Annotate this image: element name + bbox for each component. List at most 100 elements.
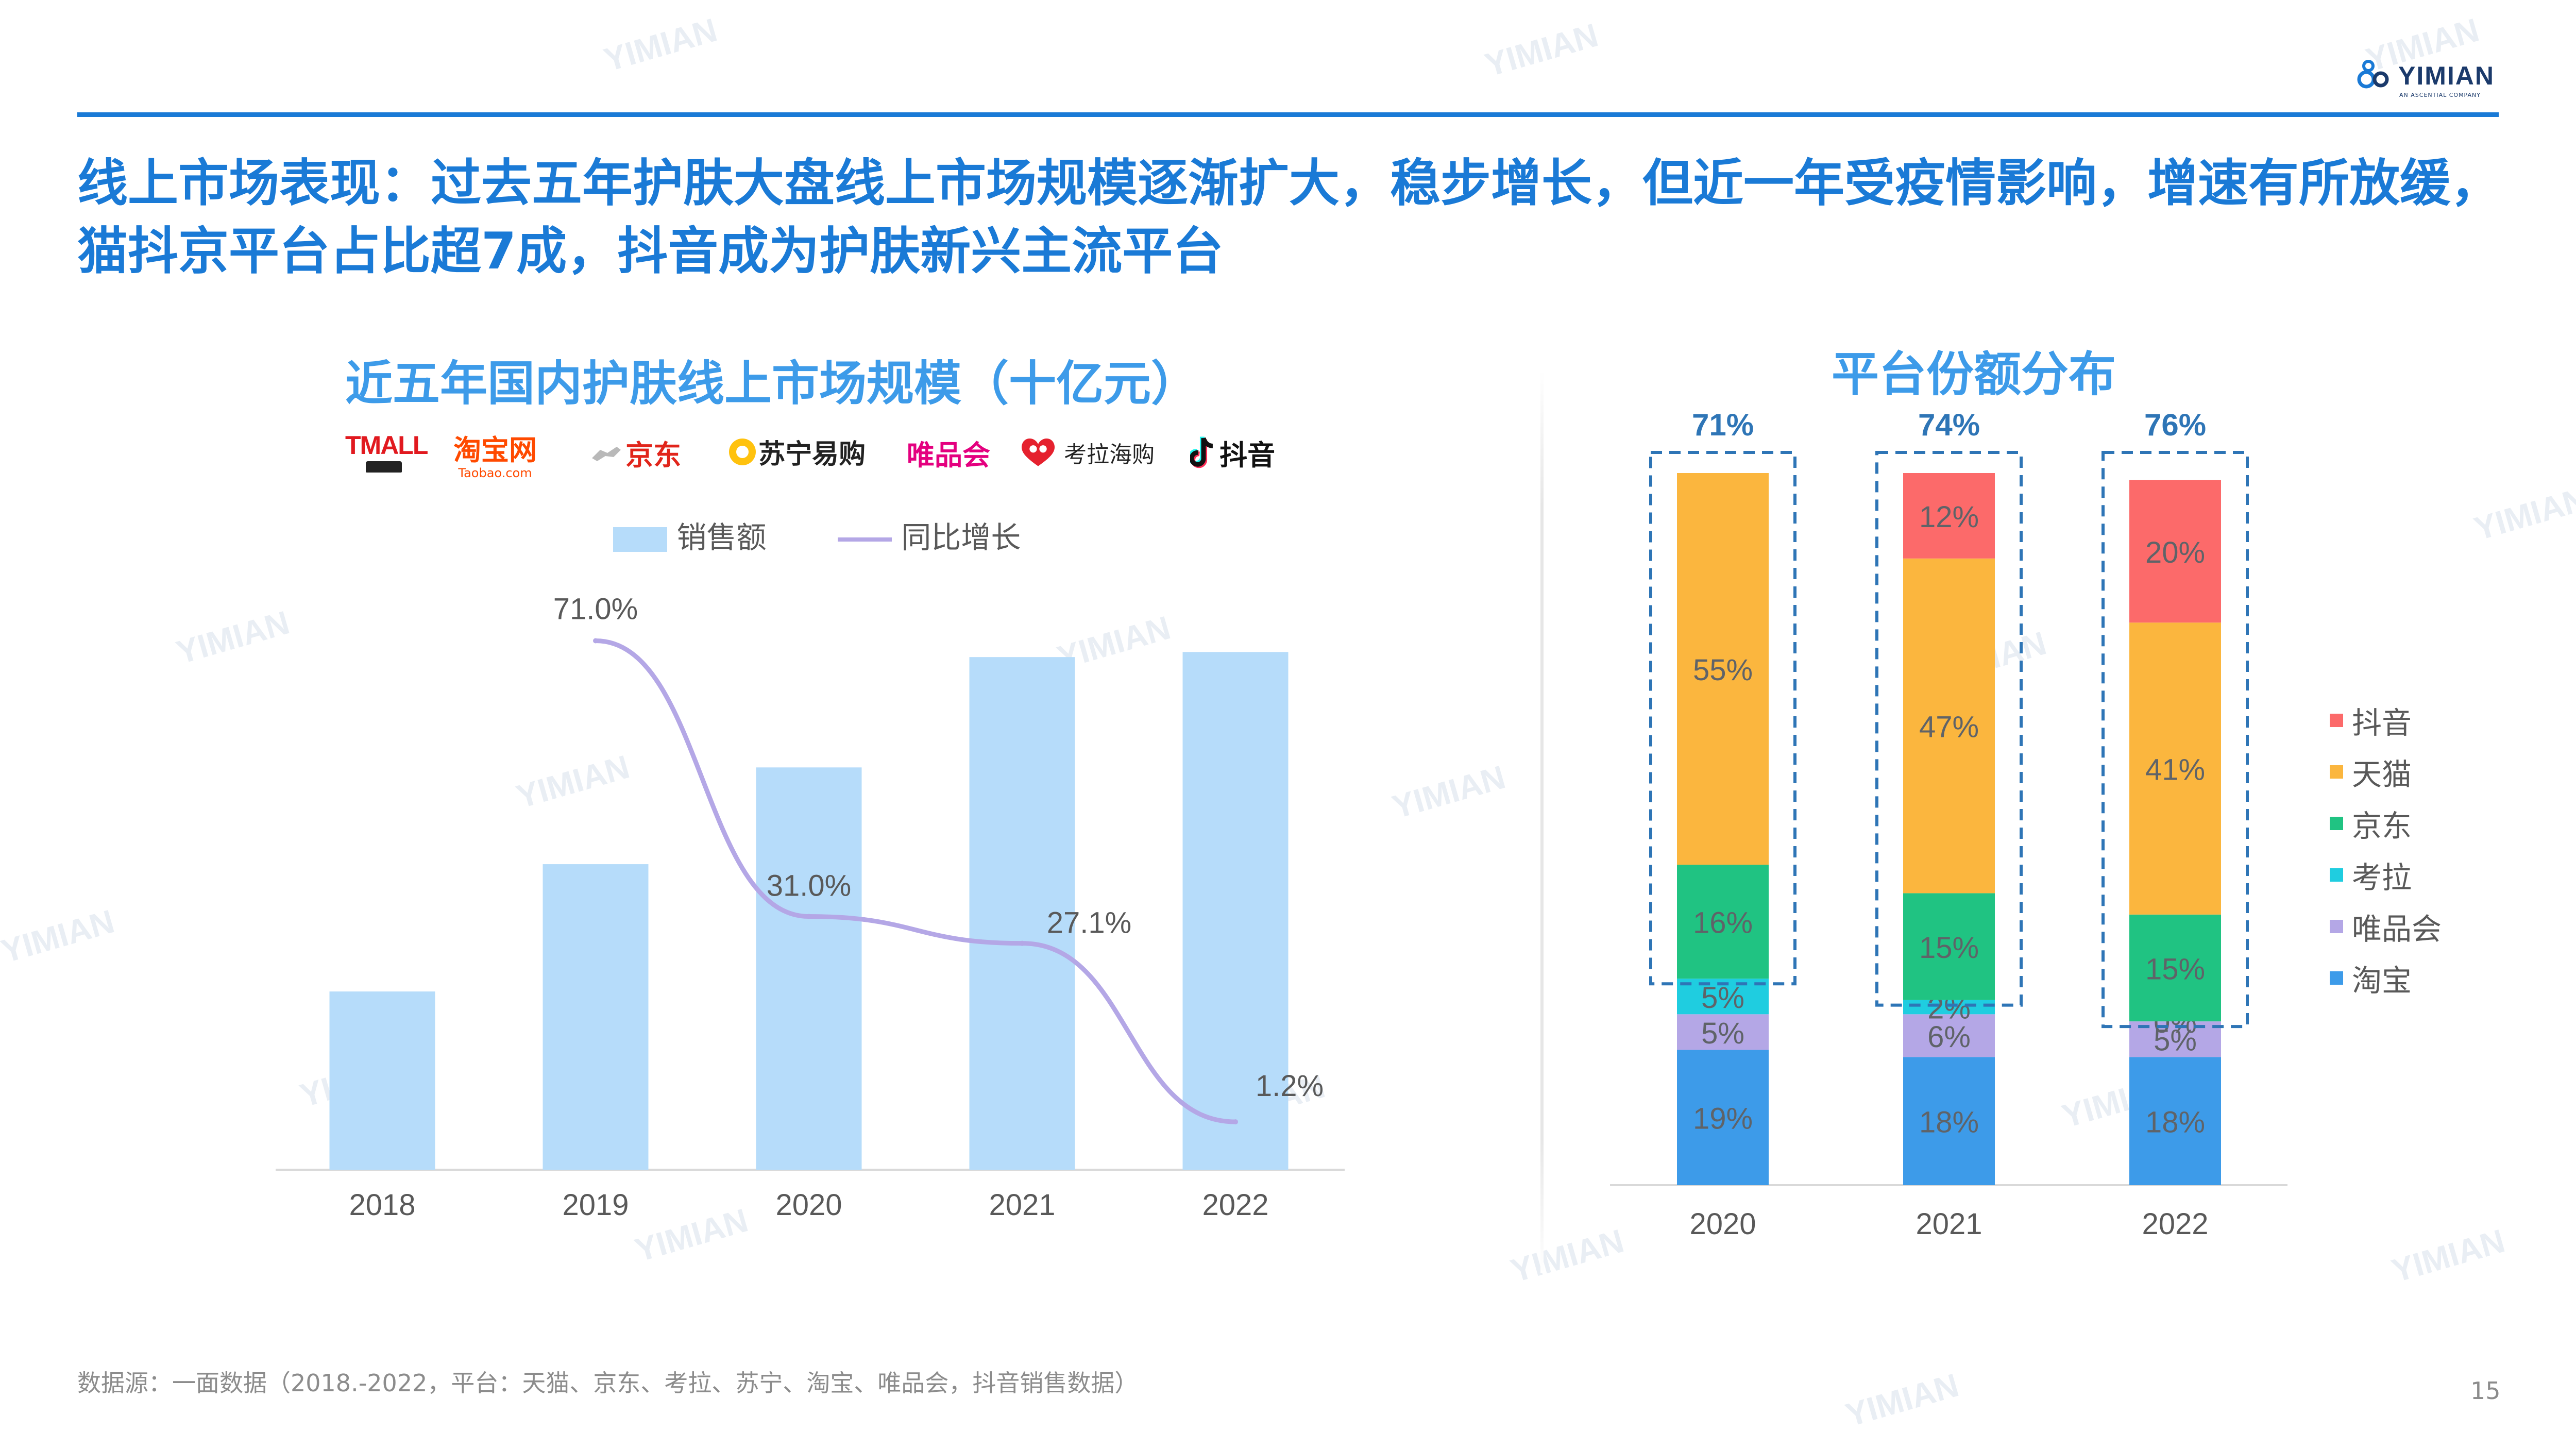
segment-label: 41% [2145, 753, 2205, 787]
growth-point-2021 [1020, 940, 1025, 946]
segment-京东-2022 [2129, 914, 2221, 1022]
group-total-label: 71% [1692, 408, 1754, 442]
segment-label: 16% [1693, 906, 1753, 940]
legend-line-label: 同比增长 [901, 520, 1021, 555]
segment-label: 55% [1693, 653, 1753, 687]
segment-label: 20% [2145, 536, 2205, 569]
segment-label: 5% [1701, 1017, 1744, 1050]
vip-logo-text: 唯品会 [907, 439, 990, 471]
growth-label-2022: 1.2% [1256, 1069, 1324, 1103]
jd-dog-icon [590, 443, 623, 463]
page-headline: 线上市场表现：过去五年护肤大盘线上市场规模逐渐扩大，稳步增长，但近一年受疫情影响… [77, 154, 2501, 281]
segment-抖音-2021 [1903, 473, 1995, 559]
x-tick-label: 2019 [562, 1188, 629, 1222]
segment-抖音-2022 [2129, 480, 2221, 623]
growth-label-2019: 71.0% [553, 593, 638, 626]
segment-label: 47% [1919, 711, 1979, 744]
sales-bar-2021 [969, 657, 1075, 1170]
legend-label: 淘宝 [2352, 964, 2412, 998]
highlight-box-2021 [1875, 451, 2023, 1007]
data-source-note: 数据源：一面数据（2018.-2022，平台：天猫、京东、考拉、苏宁、淘宝、唯品… [77, 1369, 1139, 1397]
segment-label: 6% [1927, 1020, 1971, 1054]
x-tick-label: 2018 [349, 1188, 415, 1222]
cat-icon [366, 461, 402, 473]
segment-label: 15% [2145, 952, 2205, 986]
group-total-label: 74% [1918, 408, 1980, 442]
suning-logo-text: 苏宁易购 [758, 439, 866, 470]
segment-京东-2021 [1903, 893, 1995, 1000]
x-tick-label: 2022 [2142, 1207, 2208, 1241]
taobao-logo-sub: Taobao.com [458, 466, 532, 480]
segment-唯品会-2020 [1677, 1014, 1769, 1050]
segment-淘宝-2020 [1677, 1050, 1769, 1185]
x-tick-label: 2020 [1689, 1207, 1756, 1241]
growth-label-2021: 27.1% [1047, 906, 1131, 940]
group-total-label: 76% [2144, 408, 2206, 442]
segment-label: 19% [1693, 1102, 1753, 1136]
segment-京东-2020 [1677, 865, 1769, 979]
legend-label: 考拉 [2352, 861, 2412, 895]
right-chart-title: 平台份额分布 [1832, 347, 2116, 402]
left-chart-title: 近五年国内护肤线上市场规模（十亿元） [345, 356, 1199, 411]
segment-label: 5% [1701, 981, 1744, 1015]
douyin-logo: 抖音 [1188, 432, 1276, 473]
growth-rate-line [595, 638, 1236, 1124]
segment-考拉-2021 [1903, 1000, 1995, 1015]
section-divider [1540, 371, 1544, 1273]
kaola-heart-icon [1015, 435, 1061, 469]
segment-天猫-2021 [1903, 558, 1995, 894]
taobao-logo: 淘宝网 Taobao.com [453, 427, 537, 480]
legend-label: 抖音 [2352, 706, 2412, 740]
highlight-box-2022 [2102, 451, 2249, 1029]
legend-label: 天猫 [2352, 758, 2412, 791]
segment-唯品会-2021 [1903, 1014, 1995, 1057]
tmall-logo: TMALL [345, 430, 428, 473]
segment-淘宝-2022 [2129, 1057, 2221, 1185]
legend-label: 唯品会 [2352, 913, 2442, 946]
left-chart-legend: 销售额 同比增长 [613, 513, 1021, 557]
legend-bar-swatch [613, 527, 667, 552]
sales-bar-2019 [543, 864, 649, 1170]
legend-label: 京东 [2352, 810, 2412, 843]
segment-label: 18% [2145, 1106, 2205, 1139]
segment-label: 15% [1919, 931, 1979, 965]
suning-logo: 苏宁易购 [729, 432, 866, 471]
taobao-logo-text: 淘宝网 [453, 434, 537, 466]
segment-淘宝-2021 [1903, 1057, 1995, 1185]
growth-point-2022 [1233, 1119, 1238, 1125]
legend-swatch-天猫 [2330, 765, 2343, 779]
growth-label-2020: 31.0% [767, 869, 851, 903]
segment-天猫-2022 [2129, 622, 2221, 915]
segment-label: 12% [1919, 500, 1979, 534]
suning-lion-icon [729, 438, 756, 465]
x-tick-label: 2021 [1916, 1207, 1982, 1241]
growth-point-2020 [806, 914, 811, 919]
kaola-logo-text: 考拉海购 [1064, 442, 1155, 468]
brand-infinity-icon [2357, 60, 2389, 89]
segment-天猫-2020 [1677, 473, 1769, 865]
page-number: 15 [2470, 1377, 2501, 1405]
legend-line-swatch [837, 537, 892, 542]
tmall-logo-text: TMALL [345, 431, 428, 460]
jd-logo: 京东 [590, 432, 681, 473]
legend-swatch-抖音 [2330, 714, 2343, 727]
highlight-box-2020 [1649, 451, 1797, 986]
brand-logo: YIMIAN AN ASCENTIAL COMPANY [2357, 56, 2506, 102]
x-tick-label: 2021 [989, 1188, 1055, 1222]
sales-bar-2018 [329, 991, 435, 1170]
brand-name: YIMIAN [2398, 61, 2495, 90]
growth-point-2019 [593, 638, 598, 644]
vip-logo: 唯品会 [907, 432, 990, 473]
sales-bar-2022 [1182, 652, 1289, 1170]
header-divider [77, 112, 2499, 117]
legend-swatch-唯品会 [2330, 920, 2343, 933]
segment-label: 5% [2154, 1024, 2197, 1057]
kaola-logo: 考拉海购 [1015, 435, 1155, 469]
douyin-logo-text: 抖音 [1219, 439, 1276, 471]
jd-logo-text: 京东 [625, 439, 682, 471]
legend-swatch-京东 [2330, 817, 2343, 830]
legend-bar-label: 销售额 [676, 520, 767, 555]
brand-tagline: AN ASCENTIAL COMPANY [2399, 92, 2481, 98]
